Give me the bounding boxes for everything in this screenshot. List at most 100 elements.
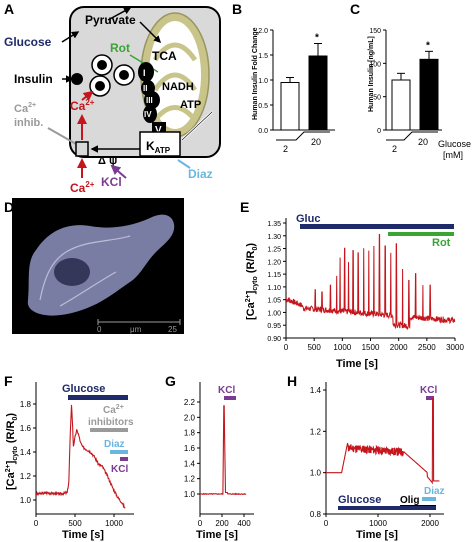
c-ytick-label: 0 [377,128,381,135]
e-ytick-label: 1.35 [267,221,281,228]
panel-label-c: C [350,1,360,17]
g-ytick-label: 1.2 [184,475,196,484]
c-glucose-unit: [mM] [443,150,463,160]
bar-20 [419,58,439,131]
e-ytick-label: 1.25 [267,247,281,254]
f-glucose-label: Glucose [62,383,105,395]
panel-label-e: E [240,199,249,215]
f-ytick-label: 1.6 [20,424,32,433]
g-xtick-label: 200 [215,519,229,528]
ca-inhib-label: Ca2+ [14,102,36,115]
f-glucose-bar [68,395,128,400]
c-xlabel-20: 20 [418,137,428,147]
f-inhibitors-label: inhibitors [88,417,134,428]
b-ytick-label: 1.5 [258,53,268,60]
panel-label-h: H [287,373,297,389]
g-ytick-label: 1.4 [184,459,196,468]
katp-label: KATP [146,139,171,155]
b-bars [280,43,328,131]
g-xtick-label: 400 [237,519,251,528]
g-ytick-label: 1.0 [184,490,196,499]
cell-nucleus [54,258,90,286]
h-diaz-label: Diaz [424,486,445,497]
e-ytick-label: 1.10 [267,285,281,292]
b-xlabel-2: 2 [283,144,288,154]
f-diaz-bar [110,450,128,454]
complex-iii: III [146,96,153,105]
g-ytick-label: 1.8 [184,429,196,438]
panel-d: D 0 μm 25 [4,198,184,334]
f-ytick-label: 1.0 [20,496,32,505]
e-ytick-label: 0.95 [267,323,281,330]
h-kcl-bar [426,396,434,400]
e-ytick-label: 1.20 [267,259,281,266]
e-ylabel: [Ca2+]cyto (R/R0) [245,243,259,320]
ca-out-label: Ca2+ [70,180,95,195]
e-xtick-label: 2000 [390,343,408,352]
f-ytick-label: 1.4 [20,448,32,457]
f-xlabel: Time [s] [62,529,104,541]
e-xtick-label: 500 [307,343,321,352]
h-ticks: 0.8 1.0 1.2 1.4 0 1000 2000 [310,386,440,528]
atp-label: ATP [180,99,201,111]
f-xtick-label: 0 [34,519,39,528]
panel-f: F [Ca2+]cyto (R/R0) 1.01.21.41.61.80 500 1… [4,373,134,541]
rot-label: Rot [110,41,130,55]
katp-channel [139,131,181,157]
c-ticks: 0 50 100 150 [369,28,386,135]
mitochondrion [140,12,210,138]
f-xtick-label: 500 [68,519,82,528]
c-bars [391,50,439,131]
e-calcium-trace [285,234,456,331]
b-glucose-step [276,131,330,141]
insulin-granules [71,54,135,97]
g-kcl-bar [224,396,236,400]
f-kcl-bar [120,457,128,461]
complex-i: I [143,68,146,78]
g-xlabel: Time [s] [196,529,238,541]
g-ytick-label: 2.0 [184,413,196,422]
f-xtick-label: 1000 [105,519,123,528]
panel-c: C Human Insulin [ng/mL] 0 50 100 150 * 2 20… [350,1,471,160]
g-kcl-label: KCl [218,385,235,396]
e-xtick-label: 3000 [446,343,464,352]
e-xlabel: Time [s] [336,358,378,370]
panel-h: H 0.8 1.0 1.2 1.4 0 1000 2000 KCl Diaz Olig Gl… [287,373,445,541]
bar-2 [391,79,411,131]
c-glucose-step [386,131,438,141]
b-xlabel-20: 20 [311,137,321,147]
scale-tick-25: 25 [168,325,177,334]
tca-label: TCA [152,49,177,63]
c-ytick-label: 100 [369,61,381,68]
panel-label-a: A [4,1,14,17]
h-diaz-bar [422,497,436,501]
f-ytick-label: 1.8 [20,400,32,409]
b-ytick-label: 0.5 [258,103,268,110]
scale-tick-0: 0 [97,325,102,334]
e-xtick-label: 2500 [418,343,436,352]
panel-e: E [Ca2+]cyto (R/R0) 0.90 0.95 1.00 1.05 1.10… [240,199,464,370]
h-ytick-label: 1.4 [310,386,322,395]
h-kcl-label: KCl [420,385,437,396]
panel-a: A Pyruvate Glucose Rot TCA NADH ATP I II… [4,1,221,195]
h-xtick-label: 0 [324,519,329,528]
f-ticks: 1.0 1.2 1.4 1.6 1.8 0 500 1000 [20,400,124,528]
g-ticks: 1.0 1.2 1.4 1.6 1.8 2.0 2.2 0 200 400 [184,398,251,528]
f-ylabel: [Ca2+]cyto (R/R0) [5,413,19,490]
ca-in-label: Ca2+ [70,98,95,113]
panel-label-g: G [165,373,176,389]
h-olig-label: Olig [400,495,419,506]
e-xtick-label: 1000 [333,343,351,352]
ca-inhib-label-2: inhib. [14,117,43,129]
pyruvate-label: Pyruvate [85,13,136,27]
g-xtick-label: 0 [198,519,203,528]
bar-20 [308,55,328,131]
b-ytick-label: 2.0 [258,28,268,35]
b-ticks: 0.0 0.5 1.0 1.5 2.0 [258,28,273,135]
panel-label-b: B [232,1,242,17]
panel-b: B Human Insulin Fold Change 0.0 0.5 1.0 1.5… [232,1,335,154]
h-xtick-label: 1000 [369,519,387,528]
c-glucose-label: Glucose [438,139,471,149]
panel-label-f: F [4,373,13,389]
